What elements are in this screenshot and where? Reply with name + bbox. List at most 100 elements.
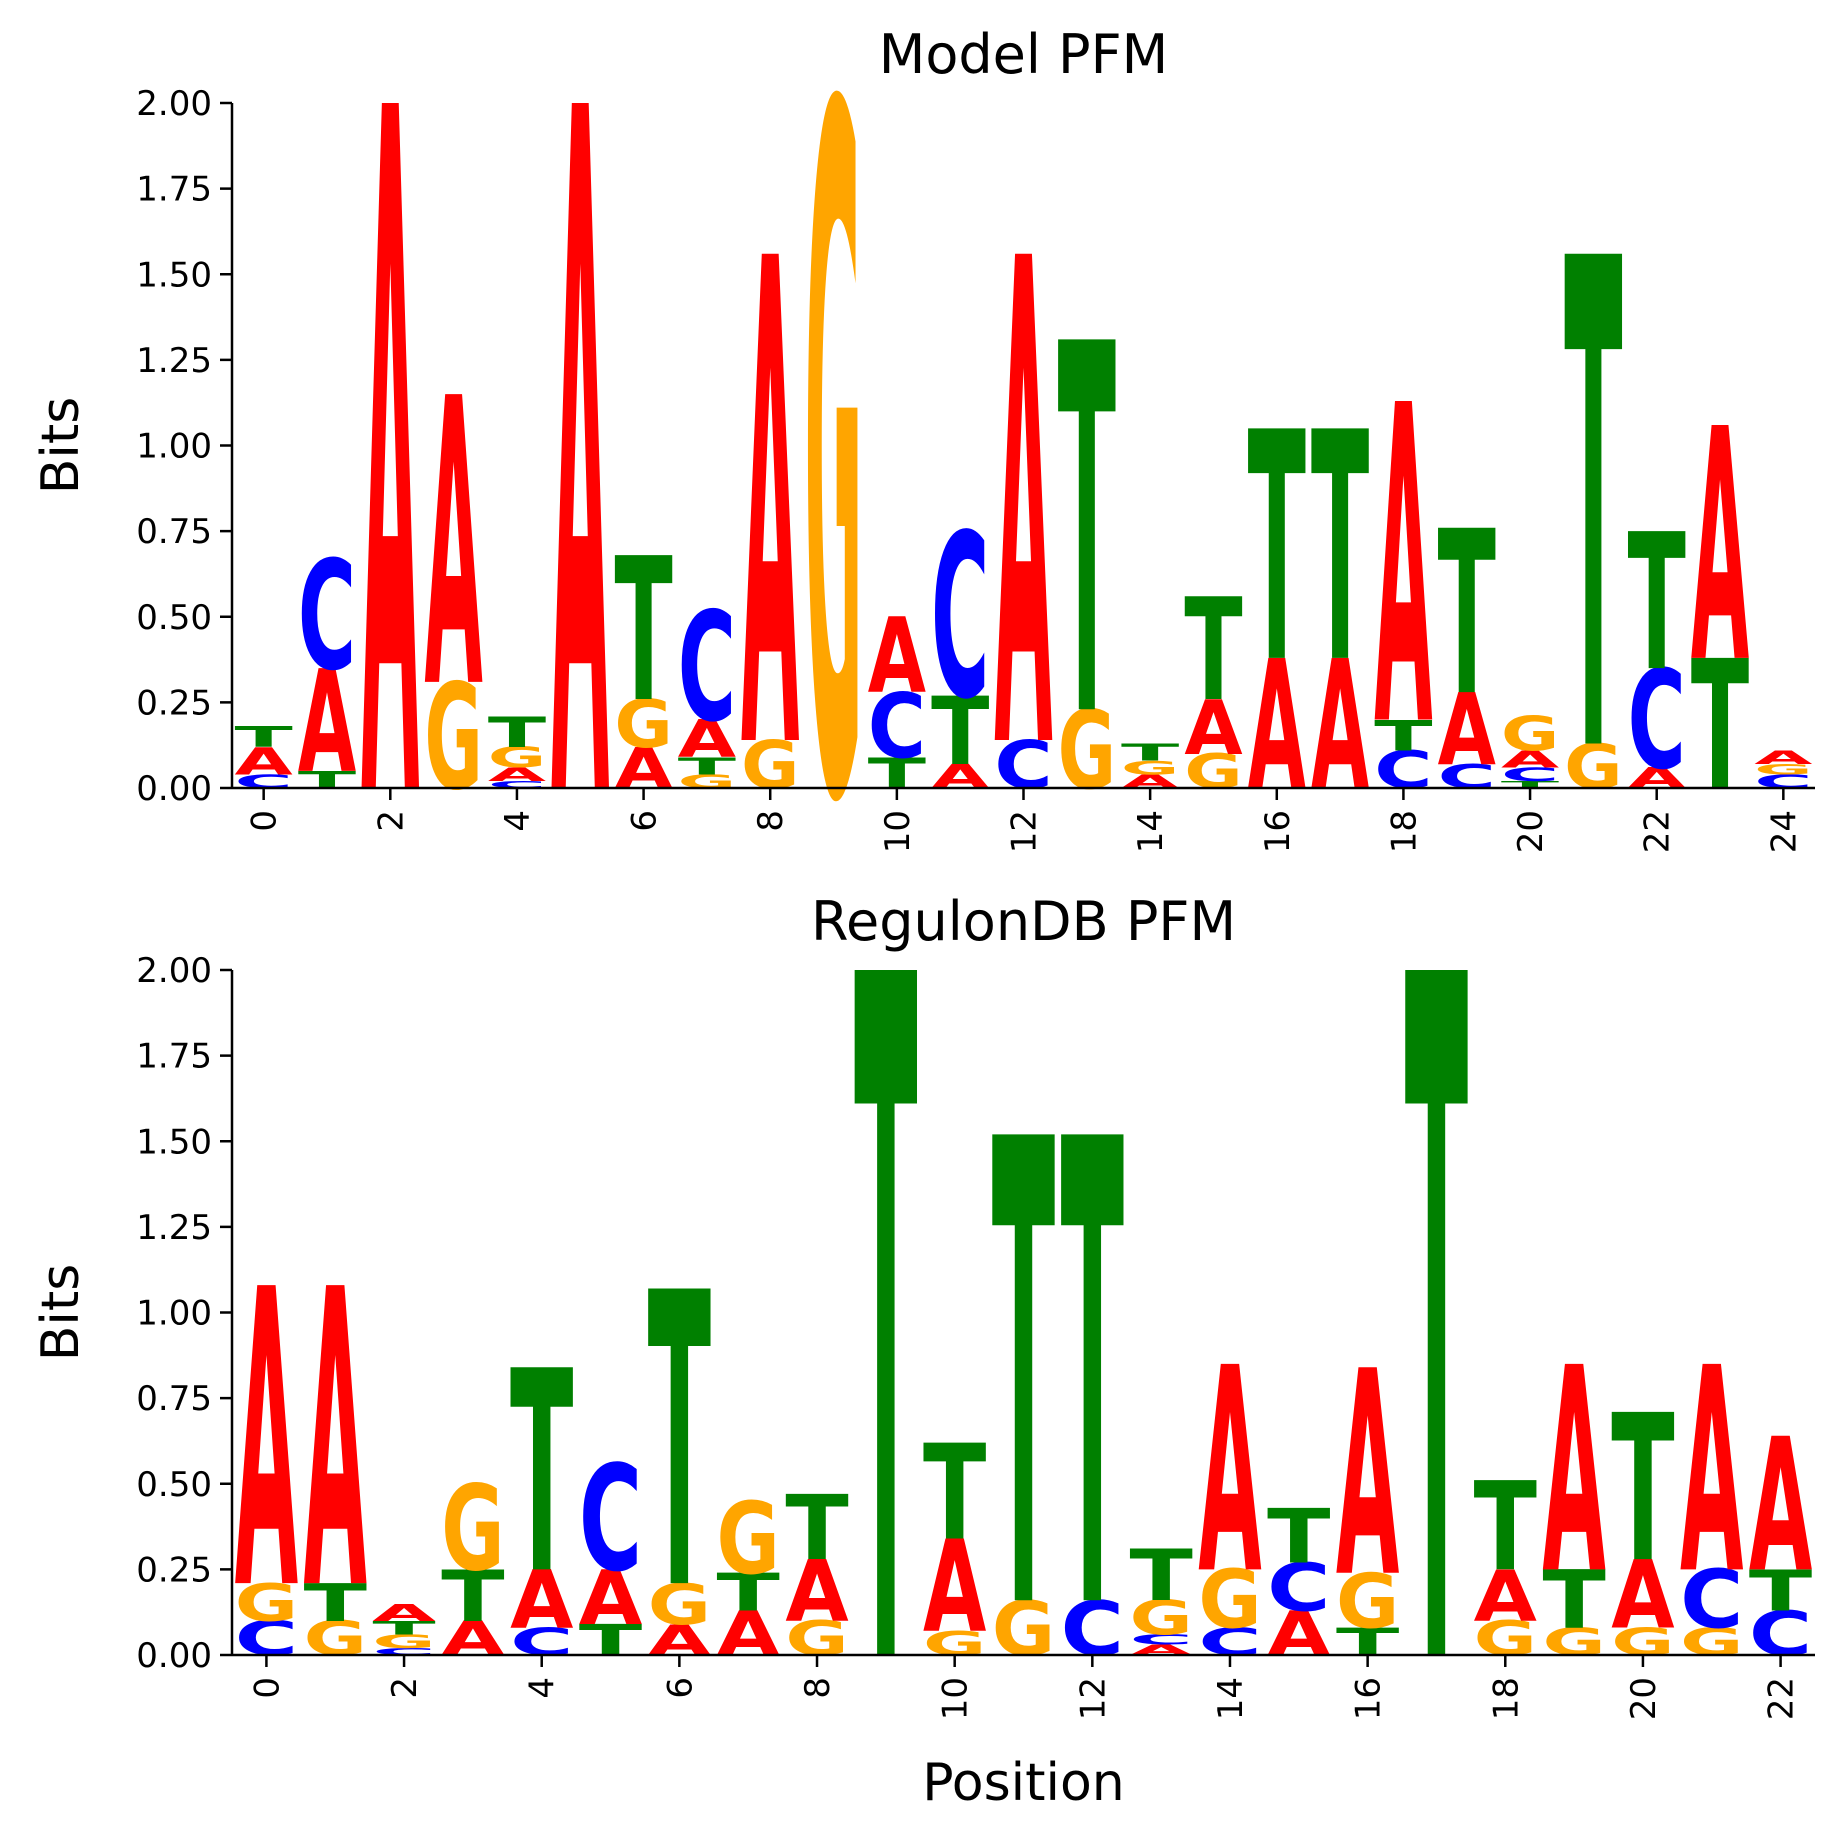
logo-letter-G: G <box>804 0 862 1011</box>
logo-letter-A: A <box>1691 362 1749 734</box>
logo-letter-T: T <box>1691 623 1749 831</box>
logo-letter-T: T <box>648 1210 712 1680</box>
logo-column: GAT <box>1184 570 1242 800</box>
logo-letter-C: C <box>372 1646 435 1657</box>
logo-letter-G: G <box>488 741 546 774</box>
logo-letter-G: G <box>1501 707 1559 762</box>
logo-column: TA <box>1691 362 1749 831</box>
logo-letter-T: T <box>235 721 294 754</box>
logo-column: ATC <box>931 486 989 796</box>
x-tick-label: 22 <box>1638 810 1678 853</box>
logo-letter-T: T <box>1061 1007 1125 1752</box>
logo-column: CAT <box>235 721 294 793</box>
logo-column: T <box>854 784 918 1834</box>
logo-column: CGA <box>1198 1307 1261 1664</box>
y-tick-label: 1.75 <box>136 170 212 210</box>
logo-letter-C: C <box>1628 643 1686 801</box>
logo-letter-A: A <box>931 757 989 796</box>
logo-letter-G: G <box>1058 688 1116 814</box>
x-tick-label: 8 <box>751 810 791 832</box>
logo-column: GAT <box>1611 1373 1674 1665</box>
logo-letter-G: G <box>648 1572 711 1638</box>
x-tick-label: 14 <box>1131 810 1171 853</box>
x-tick-label: 0 <box>245 810 285 832</box>
logo-letter-G: G <box>614 687 672 763</box>
logo-column: CA <box>994 120 1053 897</box>
x-tick-label: 16 <box>1349 1677 1389 1720</box>
logo-letter-A: A <box>1680 1307 1743 1636</box>
logo-letter-C: C <box>931 486 989 749</box>
logo-letter-A: A <box>1198 1307 1261 1636</box>
x-tick-label: 6 <box>660 1677 700 1699</box>
logo-letter-A: A <box>1267 1599 1330 1670</box>
x-tick-label: 20 <box>1511 810 1551 853</box>
logo-letter-A: A <box>1311 624 1369 831</box>
logo-letter-T: T <box>579 1616 642 1665</box>
logo-letter-A: A <box>441 1611 505 1666</box>
logo-letter-T: T <box>1248 367 1306 733</box>
logo-column: GAT <box>1474 1456 1537 1667</box>
logo-letter-C: C <box>678 581 736 756</box>
y-tick-label: 0.75 <box>136 512 212 552</box>
logo-letter-A: A <box>1184 684 1242 772</box>
logo-column: TAC <box>298 529 357 804</box>
logo-letter-T: T <box>1438 484 1496 746</box>
logo-letter-T: T <box>1474 1456 1537 1599</box>
logo-column: A <box>551 0 610 1011</box>
logo-column: GT <box>992 1007 1056 1752</box>
logo-letter-A: A <box>868 597 926 717</box>
logo-letter-G: G <box>1198 1553 1261 1647</box>
logo-letter-A: A <box>235 1203 299 1680</box>
logo-letter-T: T <box>854 784 918 1834</box>
logo-letter-T: T <box>1058 238 1117 829</box>
logo-column: CT <box>1061 1007 1125 1752</box>
logo-column: AGT <box>1121 739 1180 793</box>
y-tick-label: 0.25 <box>136 1550 212 1590</box>
logo-letter-T: T <box>1542 1555 1605 1647</box>
logo-letter-G: G <box>1680 1621 1743 1664</box>
logo-letter-A: A <box>678 710 736 770</box>
logo-column: TCA <box>868 597 926 798</box>
logo-letter-T: T <box>1501 779 1560 790</box>
logo-letter-A: A <box>424 315 483 775</box>
y-tick-label: 0.50 <box>136 598 212 638</box>
logo-column: G <box>804 0 862 1011</box>
logo-column: TAC <box>579 1436 643 1666</box>
logo-letter-T: T <box>785 1477 848 1581</box>
y-tick-label: 1.25 <box>136 341 212 381</box>
logo-letter-T: T <box>1628 496 1686 714</box>
logo-column: CGA <box>1754 747 1813 793</box>
logo-letter-G: G <box>992 1585 1055 1673</box>
logo-letter-T: T <box>1311 367 1369 733</box>
logo-letter-T: T <box>923 1416 987 1570</box>
logo-column: CAT <box>510 1312 574 1664</box>
y-axis-label: Bits <box>31 1264 91 1362</box>
logo-letter-G: G <box>1129 1592 1192 1646</box>
y-axis-label: Bits <box>31 397 91 495</box>
x-tick-label: 2 <box>385 1677 425 1699</box>
x-tick-label: 0 <box>247 1677 287 1699</box>
logo-letter-T: T <box>1749 1559 1812 1624</box>
logo-letter-A: A <box>551 0 610 1011</box>
logo-letter-T: T <box>614 516 672 746</box>
logo-column: ATG <box>441 1462 505 1666</box>
logo-letter-T: T <box>304 1573 367 1634</box>
logo-letter-A: A <box>1501 746 1559 773</box>
logo-column: GAT <box>923 1416 987 1663</box>
logo-column: A <box>361 0 420 1011</box>
logo-letter-C: C <box>579 1436 642 1605</box>
x-tick-label: 10 <box>878 810 918 853</box>
logo-letter-C: C <box>1267 1550 1330 1626</box>
logo-letter-A: A <box>361 0 420 1011</box>
y-tick-label: 1.00 <box>136 1294 212 1334</box>
logo-letter-G: G <box>1121 757 1179 779</box>
y-tick-label: 0.50 <box>136 1465 212 1505</box>
logo-letter-A: A <box>717 1599 780 1670</box>
logo-letter-T: T <box>1564 119 1623 902</box>
logo-column: GTA <box>304 1203 368 1680</box>
